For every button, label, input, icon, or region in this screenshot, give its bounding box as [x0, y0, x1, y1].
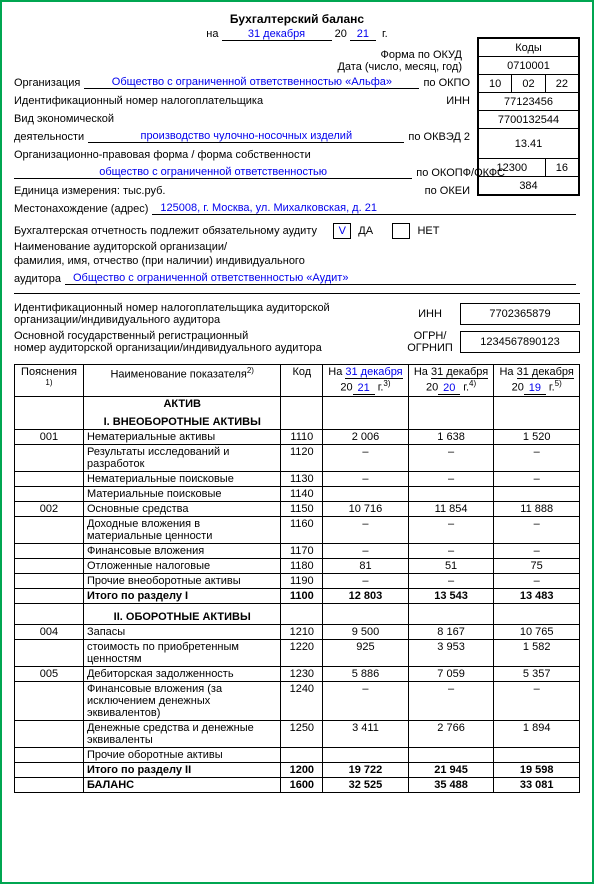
code-date-d: 10: [479, 75, 512, 93]
code-inn: 7700132544: [479, 111, 579, 129]
code-okpo: 77123456: [479, 93, 579, 111]
value-org: Общество с ограниченной ответственностью…: [84, 76, 419, 89]
label-okved: по ОКВЭД 2: [408, 131, 470, 143]
table-row: Материальные поисковые1140: [15, 486, 580, 501]
date-yy: 21: [350, 28, 376, 41]
checkbox-net[interactable]: [392, 223, 410, 239]
value-activity: производство чулочно-носочных изделий: [88, 130, 404, 143]
label-da: ДА: [358, 225, 373, 237]
audit-line3: фамилия, имя, отчество (при наличии) инд…: [14, 255, 580, 267]
table-row: Нематериальные поисковые1130–––: [15, 471, 580, 486]
label-addr: Местонахождение (адрес): [14, 203, 148, 215]
table-row: Итого по разделу II120019 72221 94519 59…: [15, 762, 580, 777]
checkbox-da[interactable]: V: [333, 223, 351, 239]
th-name: Наименование показателя: [110, 369, 246, 381]
audit-line4-label: аудитора: [14, 273, 61, 285]
id-r2-val: 1234567890123: [460, 331, 580, 353]
code-okei: 384: [479, 177, 579, 195]
label-inn-right: ИНН: [446, 95, 470, 107]
label-legal1: Организационно-правовая форма / форма со…: [14, 149, 311, 161]
table-row: Финансовые вложения1170–––: [15, 543, 580, 558]
id-r2a: Основной государственный регистрационный: [14, 330, 400, 342]
id-r1a: Идентификационный номер налогоплательщик…: [14, 302, 400, 314]
document-frame: Бухгалтерский баланс на 31 декабря 20 21…: [0, 0, 594, 884]
audit-line2: Наименование аудиторской организации/: [14, 241, 580, 253]
audit-block: Бухгалтерская отчетность подлежит обязат…: [14, 223, 580, 285]
id-r1-val: 7702365879: [460, 303, 580, 325]
table-row: 002Основные средства115010 71611 85411 8…: [15, 501, 580, 516]
audit-line4-value: Общество с ограниченной ответственностью…: [65, 272, 576, 285]
label-activity2: деятельности: [14, 131, 84, 143]
table-row: стоимость по приобретенным ценностям1220…: [15, 639, 580, 666]
table-row: 004Запасы12109 5008 16710 765: [15, 624, 580, 639]
table-row: Денежные средства и денежные эквиваленты…: [15, 720, 580, 747]
code-okfs: 16: [545, 159, 578, 177]
value-addr: 125008, г. Москва, ул. Михалковская, д. …: [152, 202, 576, 215]
label-form-okud: Форма по ОКУД: [14, 49, 462, 61]
code-okved: 13.41: [479, 129, 579, 159]
codes-box: Коды 0710001 10 02 22 77123456 770013254…: [477, 37, 580, 196]
label-activity1: Вид экономической: [14, 113, 114, 125]
code-okopf: 12300: [479, 159, 546, 177]
label-okei: по ОКЕИ: [425, 185, 470, 197]
value-legal: общество с ограниченной ответственностью: [14, 166, 412, 179]
table-row: Прочие внеоборотные активы1190–––: [15, 573, 580, 588]
code-okud: 0710001: [479, 57, 579, 75]
code-date-y: 22: [545, 75, 578, 93]
doc-title: Бухгалтерский баланс: [14, 12, 580, 26]
date-day-month: 31 декабря: [222, 28, 332, 41]
table-row: 005Дебиторская задолженность12305 8867 0…: [15, 666, 580, 681]
section-aktiv: АКТИВ: [87, 398, 278, 410]
label-okpo: по ОКПО: [423, 77, 470, 89]
id-r2b: номер аудиторской организации/индивидуал…: [14, 342, 400, 354]
date-prefix: на: [206, 28, 218, 40]
date-suffix: г.: [382, 28, 388, 40]
section-2: II. ОБОРОТНЫЕ АКТИВЫ: [87, 605, 278, 623]
table-row: Доходные вложения в материальные ценност…: [15, 516, 580, 543]
label-date-full: Дата (число, месяц, год): [14, 61, 462, 73]
label-unit: Единица измерения: тыс.руб.: [14, 185, 165, 197]
th-code: Код: [281, 365, 323, 397]
table-row: Итого по разделу I110012 80313 54313 483: [15, 588, 580, 603]
id-r2-mid: ОГРН/ ОГРНИП: [400, 330, 460, 354]
table-row: Финансовые вложения (за исключением дене…: [15, 681, 580, 720]
table-row: Результаты исследований и разработок1120…: [15, 444, 580, 471]
table-row: БАЛАНС160032 52535 48833 081: [15, 777, 580, 792]
id-r1b: организации/индивидуального аудитора: [14, 314, 400, 326]
auditor-id-block: Идентификационный номер налогоплательщик…: [14, 302, 580, 354]
table-row: 001Нематериальные активы11102 0061 6381 …: [15, 429, 580, 444]
table-row: Прочие оборотные активы: [15, 747, 580, 762]
th-expl: Пояснения: [21, 366, 77, 378]
id-r1-mid: ИНН: [400, 308, 460, 320]
date-century: 20: [335, 28, 347, 40]
codes-header: Коды: [479, 39, 579, 57]
section-1: I. ВНЕОБОРОТНЫЕ АКТИВЫ: [87, 410, 278, 428]
label-inn: Идентификационный номер налогоплательщик…: [14, 95, 263, 107]
code-date-m: 02: [512, 75, 545, 93]
audit-line1: Бухгалтерская отчетность подлежит обязат…: [14, 225, 317, 237]
label-net: НЕТ: [417, 225, 439, 237]
table-row: Отложенные налоговые1180815175: [15, 558, 580, 573]
main-table: Пояснения1) Наименование показателя2) Ко…: [14, 364, 580, 793]
label-org: Организация: [14, 77, 80, 89]
